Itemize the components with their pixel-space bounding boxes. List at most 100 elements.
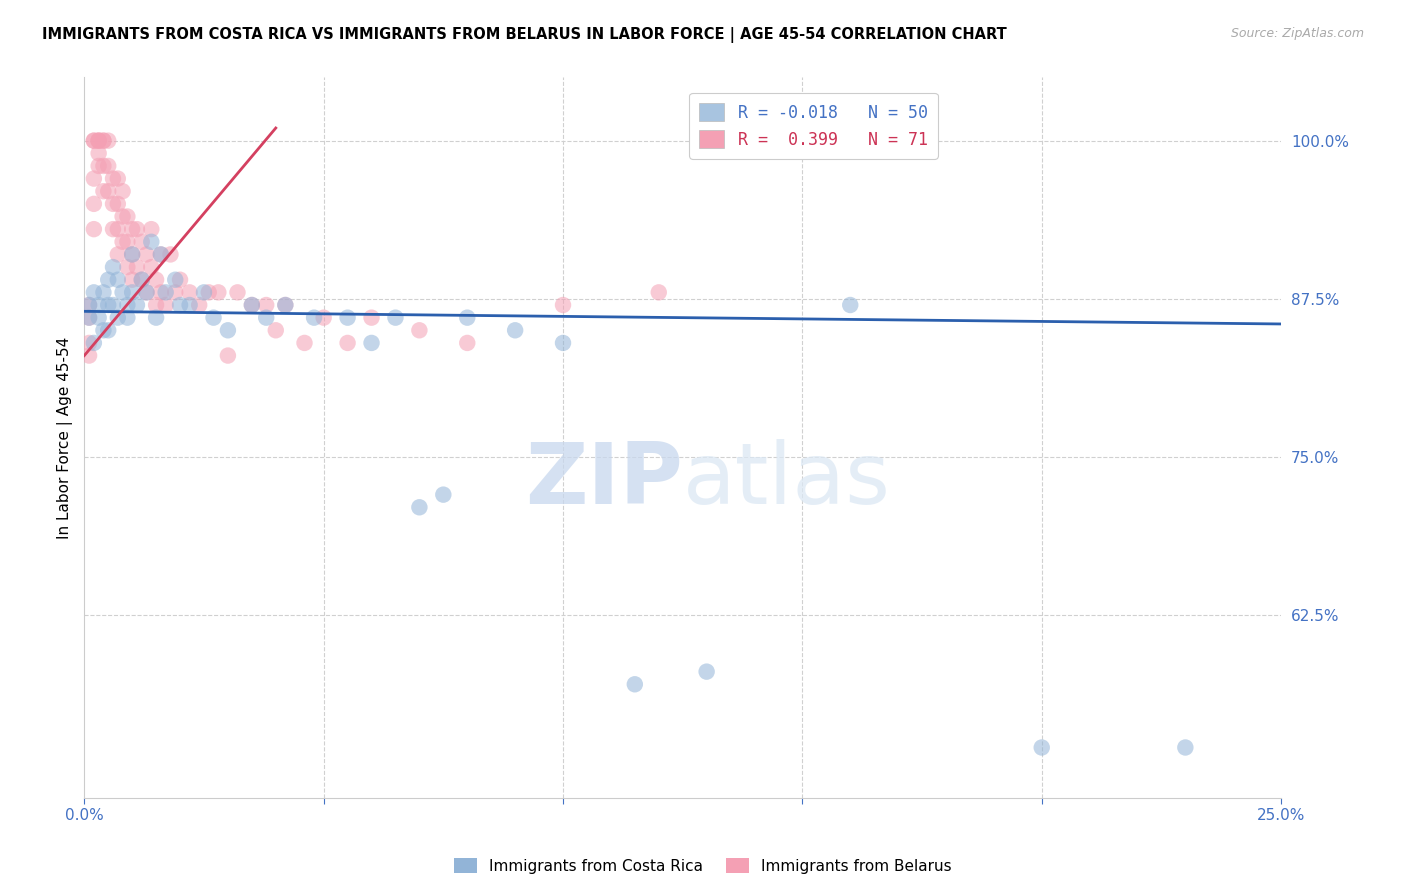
Point: [135, 285, 157, 300]
Point: [360, 310, 382, 325]
Point: [77, 298, 100, 312]
Point: [408, 323, 430, 337]
Point: [121, 247, 143, 261]
Point: [77, 335, 100, 350]
Point: [159, 247, 181, 261]
Point: [217, 323, 239, 337]
Point: [121, 247, 143, 261]
Point: [312, 310, 335, 325]
Point: [117, 298, 139, 312]
Point: [145, 298, 167, 312]
Point: [107, 310, 129, 325]
Point: [551, 298, 574, 312]
Point: [125, 260, 148, 274]
Point: [240, 298, 263, 312]
Point: [193, 285, 215, 300]
Point: [149, 247, 172, 261]
Point: [384, 310, 406, 325]
Point: [93, 134, 115, 148]
Point: [97, 184, 120, 198]
Point: [188, 298, 211, 312]
Point: [240, 298, 263, 312]
Point: [97, 323, 120, 337]
Point: [360, 335, 382, 350]
Point: [202, 310, 225, 325]
Point: [111, 285, 134, 300]
Point: [77, 310, 100, 325]
Point: [207, 285, 229, 300]
Text: Source: ZipAtlas.com: Source: ZipAtlas.com: [1230, 27, 1364, 40]
Point: [302, 310, 325, 325]
Point: [83, 222, 105, 236]
Point: [197, 285, 219, 300]
Point: [121, 285, 143, 300]
Point: [117, 310, 139, 325]
Legend: R = -0.018   N = 50, R =  0.399   N = 71: R = -0.018 N = 50, R = 0.399 N = 71: [689, 93, 938, 159]
Point: [87, 146, 110, 161]
Point: [217, 349, 239, 363]
Legend: Immigrants from Costa Rica, Immigrants from Belarus: Immigrants from Costa Rica, Immigrants f…: [449, 852, 957, 880]
Point: [107, 273, 129, 287]
Point: [696, 665, 718, 679]
Point: [77, 310, 100, 325]
Point: [87, 310, 110, 325]
Point: [101, 260, 124, 274]
Point: [551, 335, 574, 350]
Point: [648, 285, 671, 300]
Point: [107, 222, 129, 236]
Point: [226, 285, 249, 300]
Point: [336, 335, 359, 350]
Point: [131, 235, 153, 249]
Point: [97, 298, 120, 312]
Point: [93, 159, 115, 173]
Point: [169, 298, 191, 312]
Point: [83, 134, 105, 148]
Point: [145, 273, 167, 287]
Text: ZIP: ZIP: [524, 440, 683, 523]
Point: [117, 235, 139, 249]
Point: [83, 335, 105, 350]
Point: [179, 285, 201, 300]
Point: [87, 298, 110, 312]
Point: [83, 171, 105, 186]
Point: [149, 247, 172, 261]
Point: [135, 247, 157, 261]
Point: [107, 247, 129, 261]
Point: [83, 134, 105, 148]
Point: [141, 222, 163, 236]
Point: [131, 273, 153, 287]
Point: [97, 159, 120, 173]
Point: [87, 134, 110, 148]
Point: [87, 134, 110, 148]
Point: [87, 134, 110, 148]
Point: [117, 210, 139, 224]
Point: [77, 349, 100, 363]
Point: [93, 184, 115, 198]
Point: [125, 298, 148, 312]
Point: [336, 310, 359, 325]
Point: [1174, 740, 1197, 755]
Point: [1031, 740, 1053, 755]
Point: [456, 310, 478, 325]
Text: IMMIGRANTS FROM COSTA RICA VS IMMIGRANTS FROM BELARUS IN LABOR FORCE | AGE 45-54: IMMIGRANTS FROM COSTA RICA VS IMMIGRANTS…: [42, 27, 1007, 43]
Point: [503, 323, 526, 337]
Point: [135, 285, 157, 300]
Point: [93, 134, 115, 148]
Point: [169, 273, 191, 287]
Point: [101, 298, 124, 312]
Point: [101, 171, 124, 186]
Point: [97, 134, 120, 148]
Point: [456, 335, 478, 350]
Point: [294, 335, 316, 350]
Point: [155, 298, 177, 312]
Point: [274, 298, 297, 312]
Point: [254, 298, 277, 312]
Point: [141, 260, 163, 274]
Point: [121, 273, 143, 287]
Point: [179, 298, 201, 312]
Point: [121, 222, 143, 236]
Point: [149, 285, 172, 300]
Point: [165, 273, 187, 287]
Point: [145, 310, 167, 325]
Point: [274, 298, 297, 312]
